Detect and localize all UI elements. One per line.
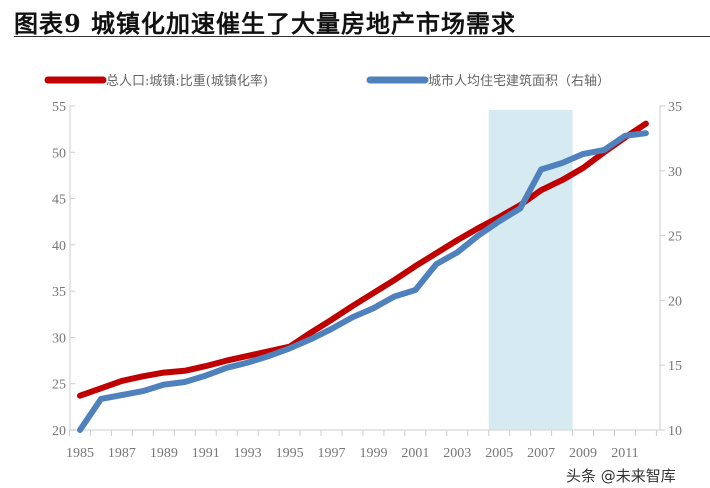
x-tick-label: 2003 — [443, 446, 471, 461]
watermark: 头条 @未来智库 — [566, 467, 676, 485]
y-right-tick-label: 20 — [668, 294, 682, 309]
legend-label: 城市人均住宅建筑面积（右轴） — [428, 73, 610, 89]
y-right-tick-label: 30 — [668, 165, 682, 180]
y-right-tick-label: 15 — [668, 359, 682, 374]
x-tick-label: 1997 — [318, 446, 346, 461]
y-left-tick-label: 55 — [52, 100, 66, 115]
y-left-tick-label: 20 — [52, 424, 66, 439]
y-right-tick-label: 25 — [668, 230, 682, 245]
legend-label: 总人口:城镇:比重(城镇化率) — [106, 73, 268, 89]
x-tick-label: 2005 — [485, 446, 513, 461]
x-tick-label: 1999 — [359, 446, 387, 461]
x-tick-label: 1995 — [276, 446, 304, 461]
x-tick-label: 1991 — [192, 446, 220, 461]
y-left-tick-label: 30 — [52, 331, 66, 346]
y-left-tick-label: 50 — [52, 146, 66, 161]
chart-title: 图表9 城镇化加速催生了大量房地产市场需求 — [14, 9, 517, 38]
x-tick-label: 1987 — [108, 446, 136, 461]
x-tick-label: 2009 — [569, 446, 597, 461]
y-left-tick-label: 25 — [52, 378, 66, 393]
shaded-region — [488, 110, 573, 430]
series-line-housing-area — [77, 130, 649, 433]
x-tick-label: 1989 — [150, 446, 178, 461]
y-right-tick-label: 10 — [668, 424, 682, 439]
y-left-tick-label: 35 — [52, 285, 66, 300]
x-tick-label: 2001 — [401, 446, 429, 461]
series-line-urbanization-rate — [77, 120, 649, 399]
y-right-tick-label: 35 — [668, 100, 682, 115]
y-left-tick-label: 45 — [52, 193, 66, 208]
x-tick-label: 1993 — [234, 446, 262, 461]
title-divider — [14, 36, 710, 37]
x-tick-label: 2007 — [527, 446, 555, 461]
y-left-tick-label: 40 — [52, 239, 66, 254]
x-tick-label: 1985 — [66, 446, 94, 461]
x-tick-label: 2011 — [611, 446, 638, 461]
